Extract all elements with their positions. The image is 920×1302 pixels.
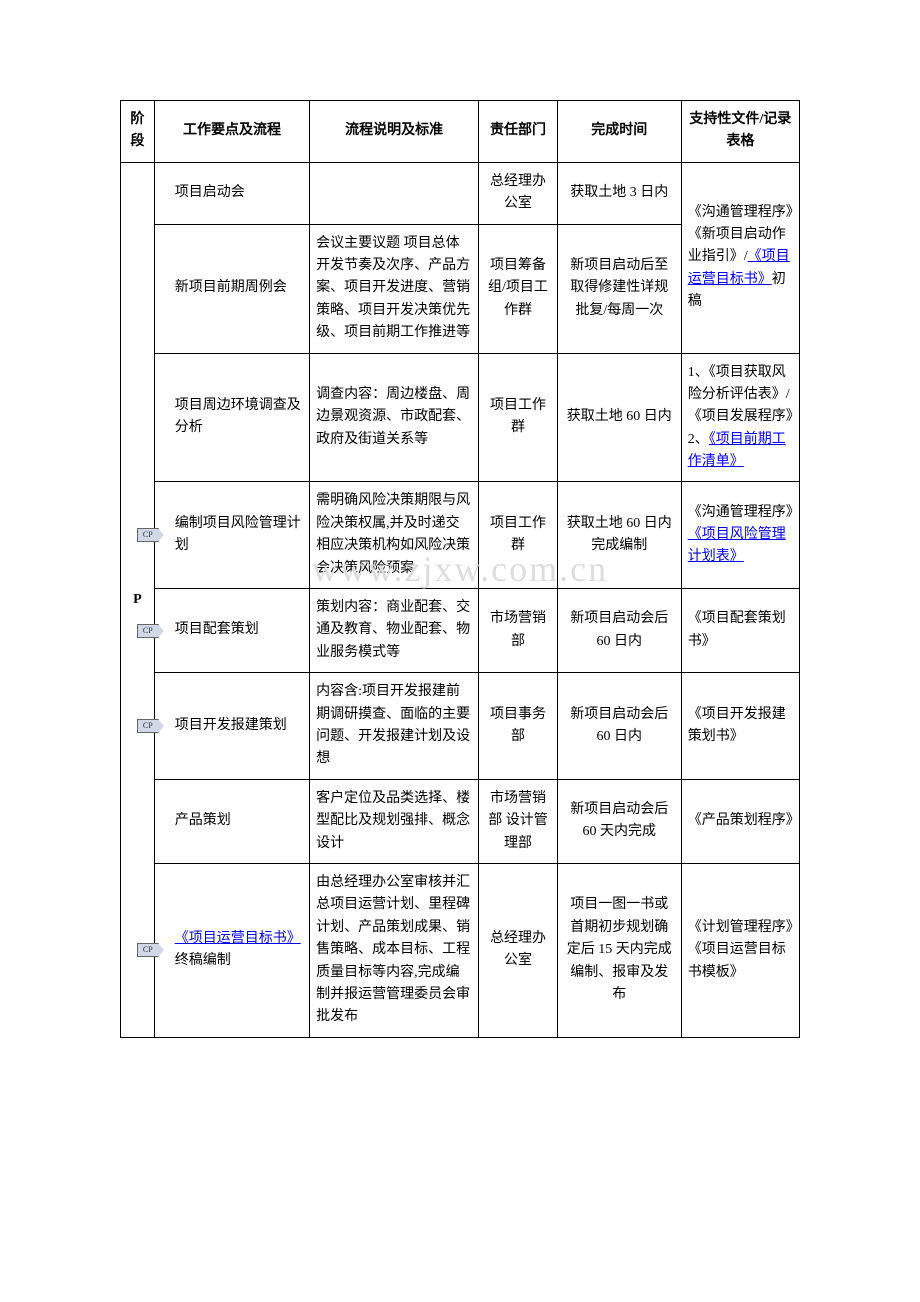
desc-cell: 由总经理办公室审核并汇总项目运营计划、里程碑计划、产品策划成果、销售策略、成本目… bbox=[310, 863, 479, 1037]
table-row: CP项目配套策划策划内容：商业配套、交通及教育、物业配套、物业服务模式等市场营销… bbox=[121, 589, 800, 673]
task-cell: CP编制项目风险管理计划 bbox=[154, 482, 309, 589]
time-cell: 新项目启动会后 60 日内 bbox=[557, 589, 681, 673]
task-label: 项目配套策划 bbox=[175, 622, 259, 637]
table-row: 产品策划 客户定位及品类选择、楼型配比及规划强排、概念设计市场营销部 设计管理部新… bbox=[121, 779, 800, 863]
task-label: 产品策划 bbox=[175, 813, 231, 828]
table-row: CP《项目运营目标书》终稿编制由总经理办公室审核并汇总项目运营计划、里程碑计划、… bbox=[121, 863, 800, 1037]
time-cell: 获取土地 60 日内完成编制 bbox=[557, 482, 681, 589]
document-table-wrap: www.zjxw.com.cn 阶段 工作要点及流程 流程说明及标准 责任部门 … bbox=[120, 100, 800, 1038]
doc-link[interactable]: 《项目运营目标书》 bbox=[175, 931, 301, 946]
table-row: P项目启动会总经理办公室获取土地 3 日内《沟通管理程序》《新项目启动作业指引》… bbox=[121, 162, 800, 224]
doc-link[interactable]: 《项目风险管理计划表》 bbox=[688, 527, 786, 564]
dept-cell: 市场营销部 bbox=[479, 589, 558, 673]
doc-cell: 《项目开发报建策划书》 bbox=[681, 673, 799, 780]
doc-cell: 《计划管理程序》《项目运营目标书模板》 bbox=[681, 863, 799, 1037]
dept-cell: 市场营销部 设计管理部 bbox=[479, 779, 558, 863]
doc-text: 《项目运营目标书模板》 bbox=[688, 942, 786, 979]
time-cell: 新项目启动后至取得修建性详规批复/每周一次 bbox=[557, 224, 681, 353]
table-body: P项目启动会总经理办公室获取土地 3 日内《沟通管理程序》《新项目启动作业指引》… bbox=[121, 162, 800, 1037]
task-label: 项目周边环境调查及分析 bbox=[175, 398, 301, 435]
header-time: 完成时间 bbox=[557, 101, 681, 163]
doc-cell: 1、《项目获取风险分析评估表》/《项目发展程序》2、《项目前期工作清单》 bbox=[681, 353, 799, 482]
dept-cell: 项目筹备组/项目工作群 bbox=[479, 224, 558, 353]
time-cell: 获取土地 60 日内 bbox=[557, 353, 681, 482]
phase-cell: P bbox=[121, 162, 155, 1037]
header-phase: 阶段 bbox=[121, 101, 155, 163]
doc-text: 《项目配套策划书》 bbox=[688, 611, 786, 648]
cp-badge-icon: CP bbox=[137, 624, 159, 638]
time-cell: 获取土地 3 日内 bbox=[557, 162, 681, 224]
doc-text: 《计划管理程序》 bbox=[688, 920, 800, 935]
desc-cell: 内容含:项目开发报建前期调研摸查、面临的主要问题、开发报建计划及设想 bbox=[310, 673, 479, 780]
header-task: 工作要点及流程 bbox=[154, 101, 309, 163]
dept-cell: 总经理办公室 bbox=[479, 863, 558, 1037]
header-dept: 责任部门 bbox=[479, 101, 558, 163]
task-label: 编制项目风险管理计划 bbox=[175, 516, 301, 553]
header-desc: 流程说明及标准 bbox=[310, 101, 479, 163]
doc-text: 《沟通管理程序》 bbox=[688, 205, 800, 220]
table-header-row: 阶段 工作要点及流程 流程说明及标准 责任部门 完成时间 支持性文件/记录表格 bbox=[121, 101, 800, 163]
cp-badge-icon: CP bbox=[137, 528, 159, 542]
time-cell: 项目一图一书或首期初步规划确定后 15 天内完成编制、报审及发布 bbox=[557, 863, 681, 1037]
task-cell: CP项目开发报建策划 bbox=[154, 673, 309, 780]
doc-cell: 《沟通管理程序》《项目风险管理计划表》 bbox=[681, 482, 799, 589]
header-doc: 支持性文件/记录表格 bbox=[681, 101, 799, 163]
desc-cell: 策划内容：商业配套、交通及教育、物业配套、物业服务模式等 bbox=[310, 589, 479, 673]
task-cell: CP《项目运营目标书》终稿编制 bbox=[154, 863, 309, 1037]
doc-cell: 《项目配套策划书》 bbox=[681, 589, 799, 673]
dept-cell: 总经理办公室 bbox=[479, 162, 558, 224]
desc-cell: 客户定位及品类选择、楼型配比及规划强排、概念设计 bbox=[310, 779, 479, 863]
cp-badge-icon: CP bbox=[137, 943, 159, 957]
process-table: 阶段 工作要点及流程 流程说明及标准 责任部门 完成时间 支持性文件/记录表格 … bbox=[120, 100, 800, 1038]
doc-cell: 《沟通管理程序》《新项目启动作业指引》/《项目运营目标书》初稿 bbox=[681, 162, 799, 353]
desc-cell bbox=[310, 162, 479, 224]
doc-text: 1、《项目获取风险分析评估表》/《项目发展程序》 bbox=[688, 365, 800, 425]
dept-cell: 项目事务部 bbox=[479, 673, 558, 780]
desc-cell: 会议主要议题 项目总体开发节奏及次序、产品方案、项目开发进度、营销策略、项目开发… bbox=[310, 224, 479, 353]
task-label: 项目启动会 bbox=[175, 185, 245, 200]
task-cell: 产品策划 bbox=[154, 779, 309, 863]
doc-text: 《产品策划程序》 bbox=[688, 813, 800, 828]
doc-text: 2、 bbox=[688, 432, 709, 447]
task-cell: 新项目前期周例会 bbox=[154, 224, 309, 353]
task-cell: 项目周边环境调查及分析 bbox=[154, 353, 309, 482]
table-row: CP项目开发报建策划内容含:项目开发报建前期调研摸查、面临的主要问题、开发报建计… bbox=[121, 673, 800, 780]
task-cell: 项目启动会 bbox=[154, 162, 309, 224]
desc-cell: 调查内容：周边楼盘、周边景观资源、市政配套、政府及街道关系等 bbox=[310, 353, 479, 482]
doc-text: 《项目开发报建策划书》 bbox=[688, 707, 786, 744]
table-row: 项目周边环境调查及分析调查内容：周边楼盘、周边景观资源、市政配套、政府及街道关系… bbox=[121, 353, 800, 482]
doc-text: 终稿编制 bbox=[175, 953, 231, 968]
time-cell: 新项目启动会后 60 天内完成 bbox=[557, 779, 681, 863]
task-label: 项目开发报建策划 bbox=[175, 718, 287, 733]
doc-cell: 《产品策划程序》 bbox=[681, 779, 799, 863]
time-cell: 新项目启动会后 60 日内 bbox=[557, 673, 681, 780]
task-cell: CP项目配套策划 bbox=[154, 589, 309, 673]
cp-badge-icon: CP bbox=[137, 719, 159, 733]
task-label: 新项目前期周例会 bbox=[175, 280, 287, 295]
table-row: CP编制项目风险管理计划需明确风险决策期限与风险决策权属,并及时递交相应决策机构… bbox=[121, 482, 800, 589]
desc-cell: 需明确风险决策期限与风险决策权属,并及时递交相应决策机构如风险决策会决策风险预案 bbox=[310, 482, 479, 589]
dept-cell: 项目工作群 bbox=[479, 482, 558, 589]
doc-text: 《沟通管理程序》 bbox=[688, 505, 800, 520]
dept-cell: 项目工作群 bbox=[479, 353, 558, 482]
